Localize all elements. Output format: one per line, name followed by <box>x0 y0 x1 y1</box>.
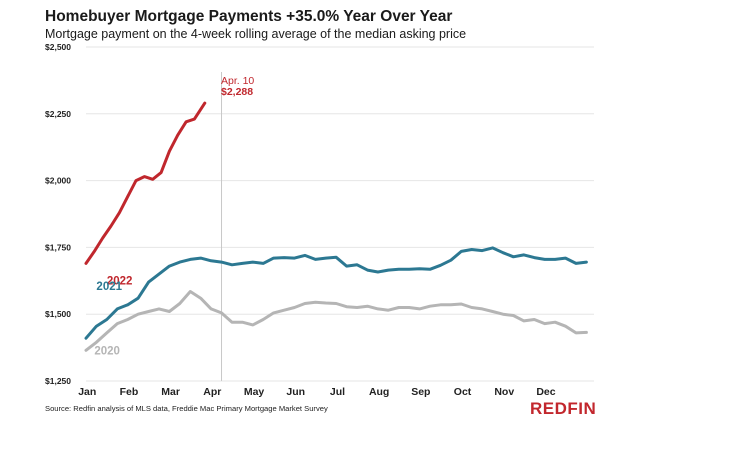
series-label-2021: 2021 <box>96 281 122 293</box>
source-note: Source: Redfin analysis of MLS data, Fre… <box>45 404 328 413</box>
y-tick-label: $2,000 <box>45 176 71 186</box>
x-tick-label: Jun <box>286 386 305 398</box>
y-tick-label: $1,250 <box>45 376 71 386</box>
x-tick-label: Dec <box>536 386 555 398</box>
x-tick-label: Mar <box>161 386 180 398</box>
x-axis-ticks: Jan Feb Mar Apr May Jun Jul Aug Sep Oct Nov Dec <box>78 386 556 398</box>
y-tick-label: $1,750 <box>45 242 71 252</box>
x-tick-label: Feb <box>120 386 139 398</box>
series-line-2020 <box>84 290 588 352</box>
x-tick-label: Aug <box>369 386 389 398</box>
x-tick-label: Nov <box>494 386 514 398</box>
chart-subtitle: Mortgage payment on the 4-week rolling a… <box>45 27 467 41</box>
y-tick-label: $2,250 <box>45 109 71 119</box>
x-tick-label: Sep <box>411 386 430 398</box>
y-tick-label: $1,500 <box>45 309 71 319</box>
x-tick-label: Jan <box>78 386 96 398</box>
series-line-2021 <box>84 246 588 340</box>
annotation-date: Apr. 10 <box>221 75 254 87</box>
x-tick-label: Jul <box>330 386 345 398</box>
x-tick-label: May <box>244 386 265 398</box>
grid-lines <box>86 46 594 382</box>
annotation: Apr. 10 $2,288 <box>221 75 254 98</box>
y-axis-ticks: $1,250 $1,500 $1,750 $2,000 $2,250 $2,500 <box>45 42 71 386</box>
series-label-2020: 2020 <box>94 345 120 357</box>
y-tick-label: $2,500 <box>45 42 71 52</box>
redfin-logo: REDFIN <box>530 399 597 418</box>
chart-title: Homebuyer Mortgage Payments +35.0% Year … <box>45 8 453 25</box>
x-tick-label: Oct <box>454 386 472 398</box>
series-label-2022: 2022 <box>107 275 133 287</box>
annotation-value: $2,288 <box>221 86 253 98</box>
x-tick-label: Apr <box>203 386 221 398</box>
series-line-2022 <box>84 101 207 265</box>
series-lines <box>84 101 588 352</box>
